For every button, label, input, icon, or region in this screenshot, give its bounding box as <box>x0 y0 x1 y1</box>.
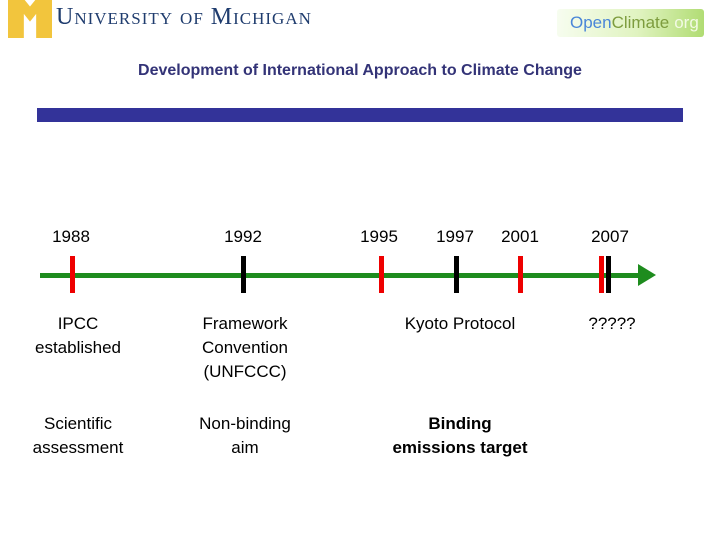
block-m-icon <box>8 0 52 38</box>
timeline-tick-1988 <box>70 256 75 293</box>
event-note-kyoto: Binding emissions target <box>392 414 528 457</box>
timeline-tick-1997 <box>454 256 459 293</box>
title-underline-bar <box>37 108 683 122</box>
event-label-ipcc: IPCC established <box>34 314 121 357</box>
year-label-1988: 1988 <box>52 227 90 246</box>
timeline-line <box>40 273 640 278</box>
um-wordmark: University of Michigan <box>56 4 312 30</box>
timeline-tick-2007-red <box>599 256 604 293</box>
arrow-right-icon <box>638 264 656 286</box>
timeline-tick-1995 <box>379 256 384 293</box>
year-label-1995: 1995 <box>360 227 398 246</box>
year-label-1992: 1992 <box>224 227 262 246</box>
timeline-tick-2007-black <box>606 256 611 293</box>
badge-open-text: Open <box>570 13 612 32</box>
openclimate-badge: Open Climate org <box>557 9 704 37</box>
event-label-unfccc: Framework Convention (UNFCCC) <box>201 314 288 381</box>
year-label-2007: 2007 <box>591 227 629 246</box>
event-note-unfccc: Non-binding aim <box>199 414 291 457</box>
year-label-1997: 1997 <box>436 227 474 246</box>
year-label-2001: 2001 <box>501 227 539 246</box>
timeline-tick-1992 <box>241 256 246 293</box>
badge-org-text: org <box>674 13 699 32</box>
event-label-future: ????? <box>588 314 636 333</box>
event-note-ipcc: Scientific assessment <box>32 414 124 457</box>
timeline-tick-2001 <box>518 256 523 293</box>
badge-climate-text: Climate <box>611 13 670 32</box>
event-label-kyoto: Kyoto Protocol <box>404 314 516 333</box>
slide-title: Development of International Approach to… <box>138 62 582 79</box>
